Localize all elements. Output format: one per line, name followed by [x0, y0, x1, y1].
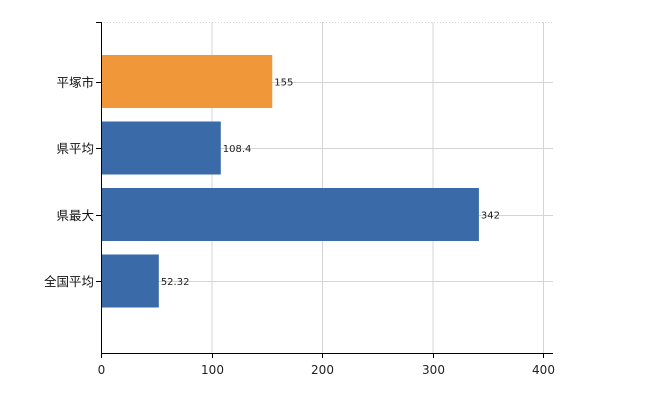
y-tick-label-1: 県平均 [56, 141, 94, 156]
data-label-3: 52.32 [161, 277, 190, 288]
data-label-1: 108.4 [223, 144, 252, 155]
data-label-2: 342 [481, 211, 500, 222]
bar-0 [101, 55, 273, 108]
x-tick-label-3: 300 [422, 363, 445, 377]
y-tick-label-3: 全国平均 [44, 274, 94, 289]
labels: 155 平塚市 108.4 県平均 342 県最大 52.32 全国平均 0 100 200 300 4… [44, 75, 555, 377]
x-tick-label-2: 200 [311, 363, 334, 377]
y-tick-label-2: 県最大 [56, 208, 94, 223]
y-tick-label-0: 平塚市 [56, 75, 94, 90]
bar-2 [101, 188, 479, 241]
data-label-0: 155 [274, 78, 293, 89]
bars [101, 55, 479, 308]
axes [96, 22, 553, 358]
x-tick-label-1: 100 [201, 363, 224, 377]
bar-1 [101, 121, 221, 175]
bar-3 [101, 254, 159, 308]
x-tick-label-4: 400 [532, 363, 555, 377]
x-tick-label-0: 0 [98, 363, 106, 377]
